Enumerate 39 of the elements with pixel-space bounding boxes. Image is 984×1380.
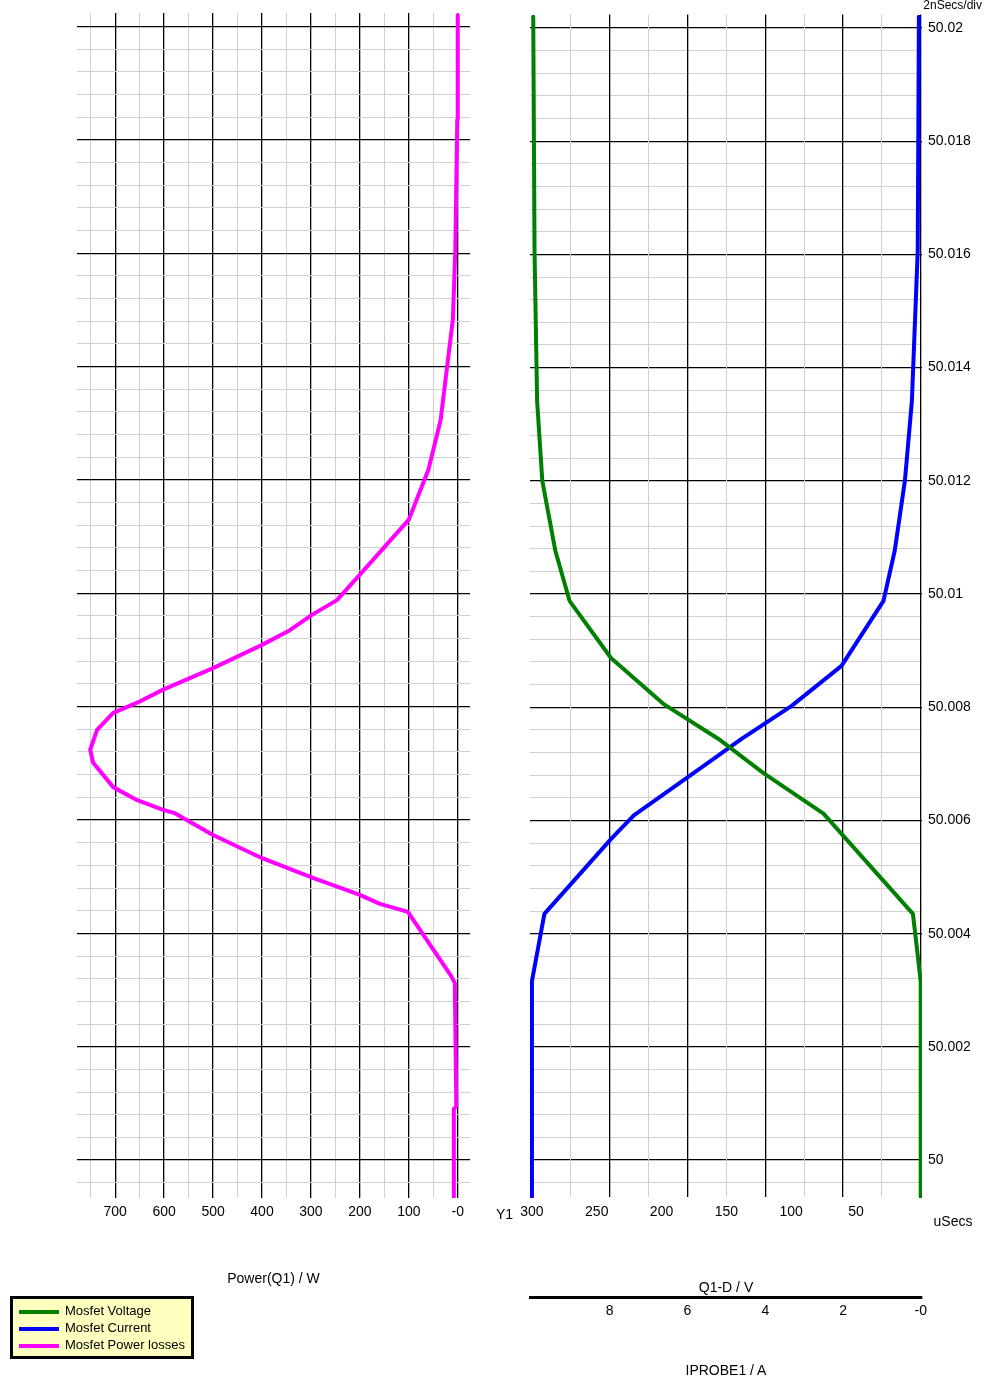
legend-label: Mosfet Power losses (65, 1337, 185, 1352)
y-tick-label: 50.01 (928, 584, 964, 601)
y-tick-label: 50.008 (928, 698, 972, 715)
x2-tick-label: 4 (761, 1302, 770, 1319)
legend-label: Mosfet Current (65, 1320, 151, 1335)
y-axis-title: uSecs (933, 1212, 973, 1229)
x2-tick-label: 8 (605, 1302, 614, 1319)
y-tick-label: 50.02 (928, 18, 964, 35)
x-tick-label: 600 (152, 1203, 177, 1220)
y-tick-label: 50 (928, 1150, 944, 1167)
x-tick-label: 300 (299, 1203, 323, 1220)
x2-axis-title: IPROBE1 / A (685, 1362, 768, 1379)
legend-label: Mosfet Voltage (65, 1303, 151, 1318)
x-axis-title: Q1-D / V (698, 1279, 754, 1296)
x2-tick-label: -0 (914, 1302, 928, 1319)
x-tick-label: 100 (397, 1203, 421, 1220)
x-axis-title: Power(Q1) / W (227, 1270, 321, 1287)
y-tick-label: 50.012 (928, 471, 972, 488)
x-tick-label: 500 (201, 1203, 225, 1220)
x-tick-label: 100 (779, 1203, 804, 1220)
x-tick-label: 200 (649, 1203, 674, 1220)
y-tick-label: 50.016 (928, 245, 972, 262)
x2-tick-label: 6 (683, 1302, 692, 1319)
x-tick-label: 700 (103, 1203, 128, 1220)
x-tick-label: 300 (520, 1203, 544, 1220)
x2-tick-label: 2 (839, 1302, 848, 1319)
text: Y1 (495, 1205, 514, 1222)
x-tick-label: -0 (451, 1203, 465, 1220)
x-tick-label: 250 (585, 1203, 609, 1220)
x-tick-label: 150 (714, 1203, 739, 1220)
y-tick-label: 50.002 (928, 1037, 972, 1054)
y-tick-label: 50.018 (928, 132, 972, 149)
y-tick-label: 50.006 (928, 811, 972, 828)
y-tick-label: 50.004 (928, 924, 972, 941)
y-tick-label: 50.014 (928, 358, 972, 375)
text: 2nSecs/div (923, 0, 982, 13)
x-tick-label: 50 (848, 1203, 864, 1220)
x-tick-label: 200 (348, 1203, 372, 1220)
x-tick-label: 400 (250, 1203, 274, 1220)
